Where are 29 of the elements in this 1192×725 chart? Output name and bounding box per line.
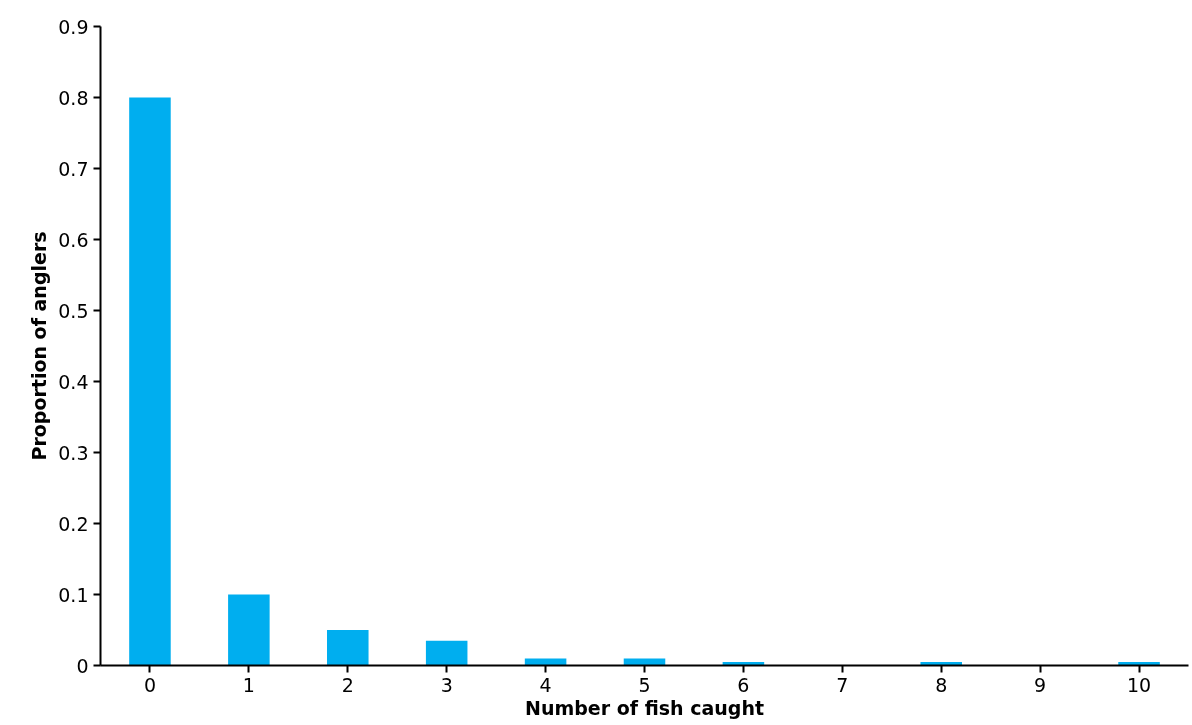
x-tick-label: 2 <box>341 673 354 696</box>
bar <box>228 594 270 666</box>
y-tick-label: 0.5 <box>58 299 89 322</box>
x-axis-title: Number of fish caught <box>525 696 764 719</box>
x-tick-label: 10 <box>1126 673 1152 696</box>
bar <box>623 658 666 666</box>
x-tick-label: 9 <box>1034 673 1047 696</box>
y-tick-label: 0 <box>76 654 89 677</box>
y-axis-title: Proportion of anglers <box>28 231 51 461</box>
x-tick-label: 3 <box>440 673 453 696</box>
bar <box>129 97 171 666</box>
y-tick-label: 0.9 <box>58 15 89 38</box>
x-tick-label: 4 <box>539 673 552 696</box>
y-tick-label: 0.3 <box>58 441 89 464</box>
y-tick-label: 0.2 <box>58 512 89 535</box>
x-tick-label: 6 <box>737 673 750 696</box>
y-tick-label: 0.1 <box>58 583 89 606</box>
bar <box>425 640 468 666</box>
y-tick-label: 0.6 <box>58 228 89 251</box>
x-tick-label: 7 <box>836 673 849 696</box>
y-tick-label: 0.7 <box>58 157 89 180</box>
x-tick-label: 1 <box>242 673 255 696</box>
x-tick-label: 0 <box>143 673 156 696</box>
x-tick-label: 8 <box>935 673 948 696</box>
x-tick-label: 5 <box>638 673 651 696</box>
y-tick-label: 0.4 <box>58 370 89 393</box>
y-tick-label: 0.8 <box>58 86 89 109</box>
bar <box>524 658 567 666</box>
bar <box>327 630 369 666</box>
